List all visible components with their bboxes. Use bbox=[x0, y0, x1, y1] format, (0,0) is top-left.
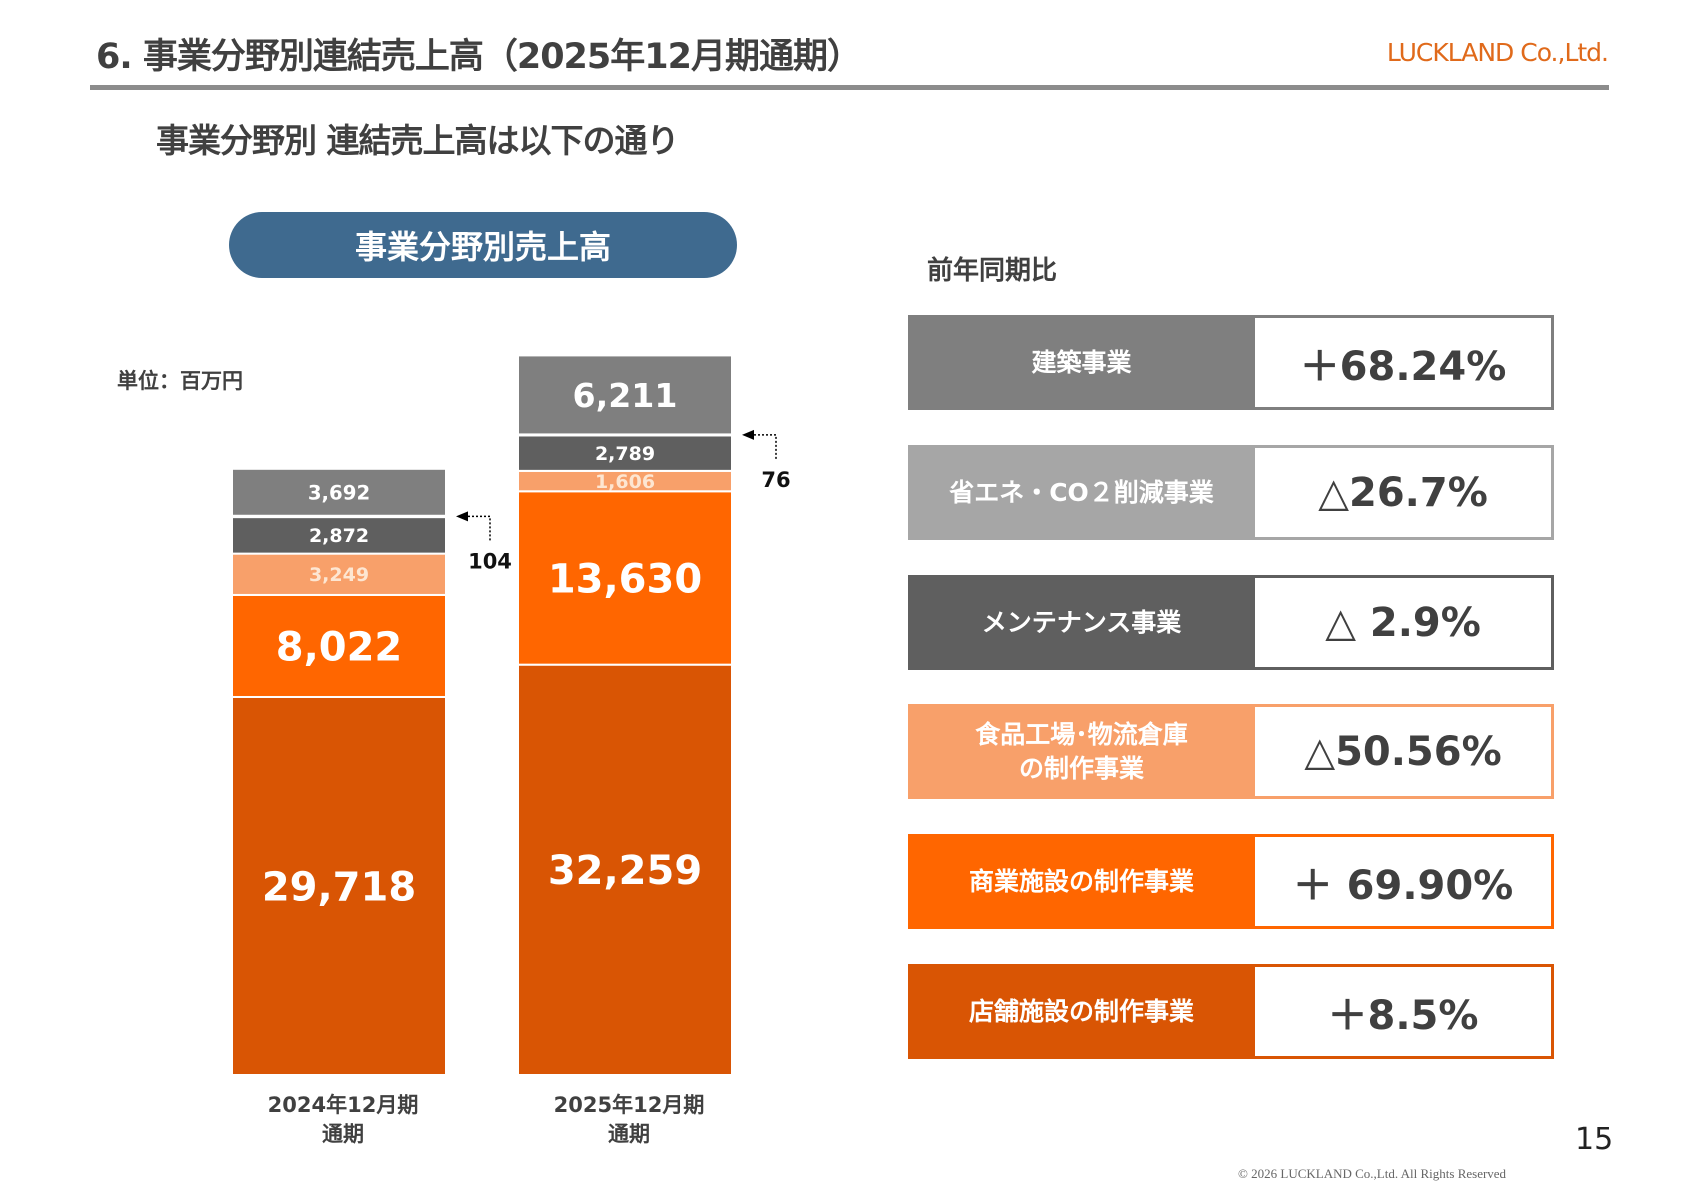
stacked-bar-chart: 29,7188,0223,2492,8721043,6922024年12月期通期… bbox=[231, 354, 791, 1146]
yoy-row-value: △26.7% bbox=[1255, 445, 1554, 540]
callout-arrow-icon bbox=[456, 511, 468, 522]
segment-value-label: 13,630 bbox=[548, 556, 702, 602]
page-number: 15 bbox=[1575, 1122, 1614, 1157]
yoy-row-value: ＋ 69.90% bbox=[1255, 834, 1554, 929]
yoy-row-value: △50.56% bbox=[1255, 704, 1554, 799]
callout-leader-line bbox=[754, 434, 777, 461]
bar-segment bbox=[231, 516, 447, 555]
x-tick-label: 2025年12月期 bbox=[554, 1093, 705, 1117]
unit-label: 単位：百万円 bbox=[117, 369, 243, 393]
yoy-row-label: 省エネ・CO２削減事業 bbox=[908, 445, 1255, 540]
segment-value-label: 2,789 bbox=[595, 443, 655, 465]
callout-arrow-icon bbox=[742, 429, 754, 440]
bar-segment bbox=[231, 552, 447, 596]
callout-leader-line bbox=[468, 515, 491, 543]
yoy-row: 建築事業 ＋68.24% bbox=[908, 315, 1554, 410]
yoy-row: 食品工場･物流倉庫 の制作事業 △50.56% bbox=[908, 704, 1554, 799]
yoy-row: 省エネ・CO２削減事業 △26.7% bbox=[908, 445, 1554, 540]
yoy-row: 商業施設の制作事業＋ 69.90% bbox=[908, 834, 1554, 929]
copyright: © 2026 LUCKLAND Co.,Ltd. All Rights Rese… bbox=[1238, 1166, 1507, 1181]
company-logo: LUCKLAND Co.,Ltd. bbox=[1386, 38, 1609, 67]
bar-segment bbox=[231, 467, 447, 517]
segment-value-label: 3,249 bbox=[309, 564, 369, 586]
page-title: 6. 事業分野別連結売上高（2025年12月期通期） bbox=[96, 37, 862, 77]
yoy-row-label: 建築事業 bbox=[908, 315, 1255, 410]
bar-segment bbox=[231, 593, 447, 698]
yoy-row-value: ＋8.5% bbox=[1255, 964, 1554, 1059]
x-tick-label: 通期 bbox=[608, 1122, 650, 1146]
page-subtitle: 事業分野別 連結売上高は以下の通り bbox=[156, 121, 679, 160]
yoy-row-label: 商業施設の制作事業 bbox=[908, 834, 1255, 929]
bar-segment bbox=[231, 695, 447, 1077]
segment-value-label: 32,259 bbox=[548, 848, 702, 894]
yoy-row-value: ＋68.24% bbox=[1255, 315, 1554, 410]
x-tick-label: 2024年12月期 bbox=[268, 1093, 419, 1117]
yoy-row-value: △ 2.9% bbox=[1255, 575, 1554, 670]
segment-value-label: 6,211 bbox=[573, 376, 678, 415]
yoy-row: 店舗施設の制作事業 ＋8.5% bbox=[908, 964, 1554, 1059]
header-divider bbox=[90, 85, 1609, 90]
bar-segment bbox=[517, 434, 733, 472]
yoy-row-label: 店舗施設の制作事業 bbox=[908, 964, 1255, 1059]
yoy-title: 前年同期比 bbox=[927, 256, 1058, 286]
segment-value-label: 1,606 bbox=[595, 471, 655, 493]
segment-value-label: 3,692 bbox=[308, 481, 370, 504]
yoy-row-label: メンテナンス事業 bbox=[908, 575, 1255, 670]
callout-value-label: 76 bbox=[761, 468, 790, 492]
chart-title-pill: 事業分野別売上高 bbox=[229, 212, 737, 278]
segment-value-label: 2,872 bbox=[309, 525, 369, 547]
x-tick-label: 通期 bbox=[322, 1122, 364, 1146]
yoy-row-label: 食品工場･物流倉庫 の制作事業 bbox=[908, 704, 1255, 799]
bar-segment bbox=[517, 354, 733, 436]
segment-value-label: 29,718 bbox=[262, 864, 416, 910]
callout-value-label: 104 bbox=[468, 549, 512, 573]
yoy-row: メンテナンス事業 △ 2.9% bbox=[908, 575, 1554, 670]
bar-segment bbox=[517, 663, 733, 1076]
segment-value-label: 8,022 bbox=[276, 624, 403, 670]
